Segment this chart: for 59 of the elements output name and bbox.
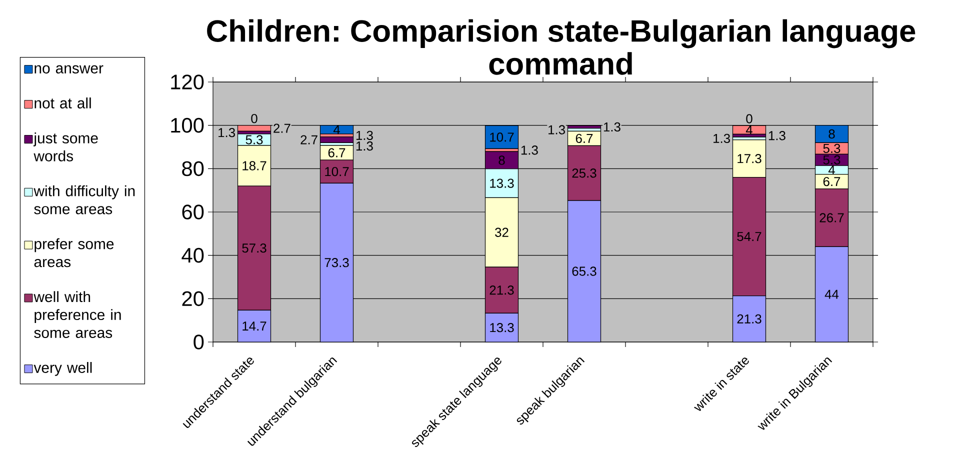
data-label: 21.3: [490, 286, 514, 295]
data-label: 10.7: [325, 167, 349, 176]
data-label: 4: [746, 125, 752, 134]
data-label: 2.7: [274, 124, 290, 133]
data-label: 26.7: [820, 213, 844, 222]
data-label: 2.7: [300, 135, 318, 144]
legend-label: with difficulty in some areas: [34, 185, 135, 214]
data-label: 1.3: [521, 146, 538, 155]
y-tick-label: 80: [182, 161, 204, 176]
data-label: 44: [824, 290, 839, 299]
data-label: 17.3: [738, 154, 762, 164]
data-label: 21.3: [737, 314, 762, 324]
data-label: 0: [251, 114, 258, 124]
data-label: 1.3: [356, 130, 373, 140]
data-label: 1.3: [604, 122, 620, 132]
legend-label: just some words: [33, 132, 98, 162]
data-label: 5.3: [823, 155, 840, 164]
bar: [732, 125, 766, 135]
y-tick-label: 60: [182, 204, 204, 220]
data-label: 1.3: [356, 141, 373, 151]
data-label: 25.3: [572, 168, 596, 178]
y-tick-label: 20: [182, 291, 204, 306]
data-label: 1.3: [768, 131, 786, 140]
data-label: 8: [828, 129, 835, 139]
data-label: 73.3: [324, 258, 349, 268]
data-label: 4: [828, 166, 835, 174]
y-tick-label: 40: [182, 248, 204, 263]
data-label: 13.3: [490, 178, 514, 188]
data-label: 32: [495, 228, 508, 237]
bar: [320, 136, 354, 143]
y-tick-label: 120: [171, 74, 204, 90]
data-label: 0: [746, 114, 752, 124]
legend-label: not at all: [34, 97, 91, 108]
bar: [237, 125, 272, 132]
legend-label: well with preference in some areas: [34, 291, 121, 338]
bar: [484, 125, 519, 150]
data-label: 5.3: [823, 144, 840, 153]
data-label: 6.7: [328, 148, 346, 158]
data-label: 65.3: [572, 266, 596, 276]
data-label: 5.3: [246, 135, 263, 144]
data-label: 13.3: [490, 323, 514, 332]
legend-label: no answer: [34, 65, 104, 74]
data-label: 54.7: [737, 232, 762, 242]
data-label: 18.7: [242, 161, 266, 170]
chart-title: Children: Comparision state-Bulgarian language command: [207, 19, 916, 75]
data-label: 6.7: [823, 176, 840, 186]
data-label: 4: [333, 125, 340, 134]
legend-label: very well: [34, 362, 92, 376]
y-tick-label: 100: [171, 118, 204, 133]
data-label: 57.3: [242, 243, 266, 253]
data-label: 1.3: [548, 125, 565, 134]
data-label: 6.7: [576, 134, 593, 144]
data-label: 1.3: [714, 134, 730, 144]
data-label: 1.3: [218, 128, 235, 138]
data-label: 14.7: [242, 322, 266, 331]
y-tick-label: 0: [194, 334, 204, 350]
data-label: 8: [498, 156, 505, 165]
data-label: 10.7: [490, 132, 514, 142]
legend-label: prefer some areas: [34, 238, 114, 268]
